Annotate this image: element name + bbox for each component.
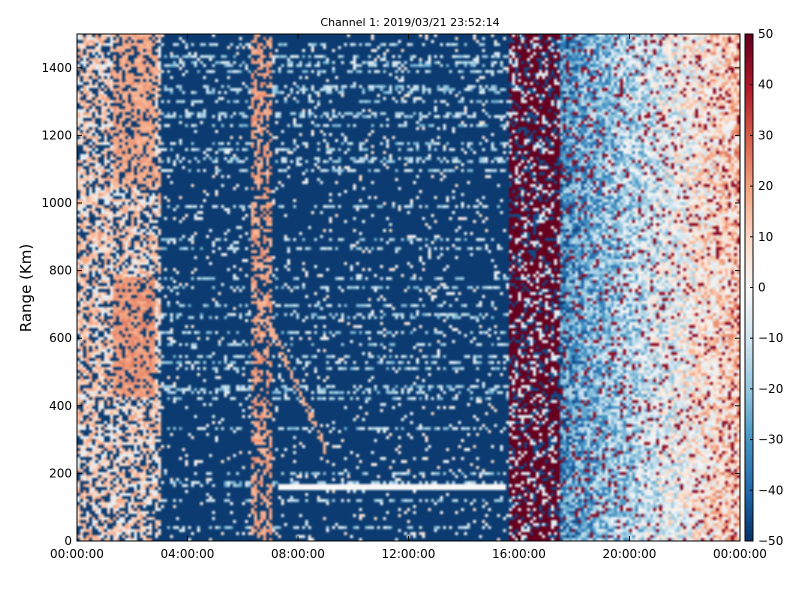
y-tick-label: 200 (49, 466, 72, 480)
heatmap-image (77, 34, 740, 541)
y-tick-label: 1200 (41, 128, 72, 142)
y-tick-label: 800 (49, 264, 72, 278)
y-axis-label: Range (Km) (17, 244, 35, 332)
colorbar-tick-label: −20 (758, 382, 783, 396)
colorbar-tick-label: 0 (758, 281, 766, 295)
x-tick-label: 08:00:00 (271, 547, 325, 561)
colorbar-tick-label: 30 (758, 128, 773, 142)
x-tick-label: 00:00:00 (713, 547, 767, 561)
y-axis: 0 200 400 600 800 1000 1200 1400 (41, 61, 740, 548)
colorbar-tick-label: −10 (758, 331, 783, 345)
colorbar-ticks: 50 40 30 20 10 0 −10 −20 −30 −40 −50 (750, 27, 783, 548)
y-tick-label: 600 (49, 331, 72, 345)
x-tick-label: 04:00:00 (161, 547, 215, 561)
chart-title: Channel 1: 2019/03/21 23:52:14 (320, 16, 499, 29)
colorbar-tick-label: 50 (758, 27, 773, 41)
x-tick-label: 16:00:00 (492, 547, 546, 561)
x-tick-label: 00:00:00 (50, 547, 104, 561)
colorbar-tick-label: −40 (758, 483, 783, 497)
colorbar-tick-label: −30 (758, 433, 783, 447)
y-tick-label: 1400 (41, 61, 72, 75)
colorbar: 50 40 30 20 10 0 −10 −20 −30 −40 −50 (744, 27, 783, 548)
colorbar-tick-label: −50 (758, 534, 783, 548)
y-tick-label: 0 (64, 534, 72, 548)
x-axis: 00:00:00 04:00:00 08:00:00 12:00:00 16:00:00… (50, 34, 767, 561)
colorbar-tick-label: 10 (758, 230, 773, 244)
colorbar-tick-label: 40 (758, 78, 773, 92)
y-tick-label: 400 (49, 399, 72, 413)
x-tick-label: 20:00:00 (603, 547, 657, 561)
plot-area (76, 33, 741, 542)
y-tick-label: 1000 (41, 196, 72, 210)
colorbar-gradient (745, 34, 753, 541)
x-tick-label: 12:00:00 (382, 547, 436, 561)
colorbar-tick-label: 20 (758, 179, 773, 193)
